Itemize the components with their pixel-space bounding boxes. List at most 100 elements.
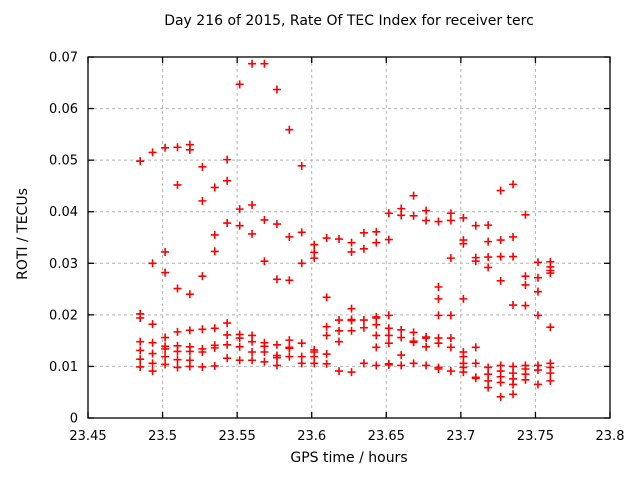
data-point: [136, 157, 145, 166]
data-point: [484, 263, 493, 272]
data-point: [359, 228, 368, 237]
data-point: [198, 347, 207, 356]
data-point: [397, 211, 406, 220]
data-point: [148, 367, 157, 376]
y-tick-label: 0: [70, 412, 78, 427]
data-point: [422, 342, 431, 351]
data-point: [310, 240, 319, 249]
data-point: [434, 283, 443, 292]
x-tick-label: 23.45: [69, 429, 106, 444]
data-point: [533, 366, 542, 375]
data-point: [409, 191, 418, 200]
data-point: [260, 257, 269, 266]
data-point: [198, 325, 207, 334]
data-point: [248, 201, 257, 210]
data-point: [372, 331, 381, 340]
data-point: [161, 360, 170, 369]
data-point: [335, 367, 344, 376]
data-point: [223, 340, 232, 349]
data-point: [148, 259, 157, 268]
data-point: [161, 333, 170, 342]
data-point: [272, 361, 281, 370]
x-tick-label: 23.55: [219, 429, 256, 444]
data-point: [422, 334, 431, 343]
data-point: [546, 269, 555, 278]
data-point: [223, 219, 232, 228]
data-point: [546, 369, 555, 378]
data-point: [223, 319, 232, 328]
data-point: [136, 362, 145, 371]
x-tick-label: 23.75: [517, 429, 554, 444]
x-tick-label: 23.6: [297, 429, 326, 444]
data-point: [223, 354, 232, 363]
x-tick-label: 23.65: [368, 429, 405, 444]
data-point: [136, 313, 145, 322]
data-point: [235, 356, 244, 365]
data-point: [384, 311, 393, 320]
data-point: [397, 333, 406, 342]
data-point: [272, 85, 281, 94]
data-point: [198, 362, 207, 371]
data-point: [459, 239, 468, 248]
data-point: [260, 215, 269, 224]
data-point: [235, 80, 244, 89]
data-point: [161, 268, 170, 277]
data-point: [210, 361, 219, 370]
data-point: [272, 220, 281, 229]
data-point: [297, 228, 306, 237]
data-point: [446, 334, 455, 343]
data-point: [372, 238, 381, 247]
data-point: [136, 346, 145, 355]
data-point: [397, 361, 406, 370]
data-point: [533, 287, 542, 296]
data-point: [496, 392, 505, 401]
data-point: [173, 363, 182, 372]
data-point: [471, 374, 480, 383]
data-point: [310, 254, 319, 263]
data-point: [496, 378, 505, 387]
data-point: [471, 343, 480, 352]
data-point: [372, 227, 381, 236]
data-point: [521, 210, 530, 219]
data-point: [335, 235, 344, 244]
data-point: [148, 320, 157, 329]
data-point: [223, 155, 232, 164]
y-tick-label: 0.01: [49, 360, 78, 375]
data-point: [533, 311, 542, 320]
data-point: [310, 359, 319, 368]
data-point: [173, 355, 182, 364]
data-point: [434, 365, 443, 374]
y-tick-label: 0.03: [49, 257, 78, 272]
data-point: [223, 330, 232, 339]
data-point: [509, 252, 518, 261]
data-point: [384, 339, 393, 348]
data-point: [210, 324, 219, 333]
data-point: [484, 363, 493, 372]
data-point: [484, 376, 493, 385]
data-point: [161, 344, 170, 353]
x-tick-label: 23.7: [446, 429, 475, 444]
data-point: [322, 322, 331, 331]
data-point: [533, 258, 542, 267]
data-point: [397, 351, 406, 360]
data-point: [136, 355, 145, 364]
data-point: [260, 357, 269, 366]
data-point: [185, 347, 194, 356]
data-point: [248, 347, 257, 356]
data-point: [359, 244, 368, 253]
data-point: [446, 209, 455, 218]
data-point: [509, 380, 518, 389]
data-point: [198, 196, 207, 205]
data-point: [533, 273, 542, 282]
data-point: [372, 313, 381, 322]
data-point: [434, 294, 443, 303]
data-point: [509, 301, 518, 310]
data-point: [397, 204, 406, 213]
data-point: [335, 326, 344, 335]
data-point: [248, 356, 257, 365]
y-tick-label: 0.06: [49, 102, 78, 117]
data-point: [521, 272, 530, 281]
data-point: [285, 336, 294, 345]
data-point: [136, 337, 145, 346]
